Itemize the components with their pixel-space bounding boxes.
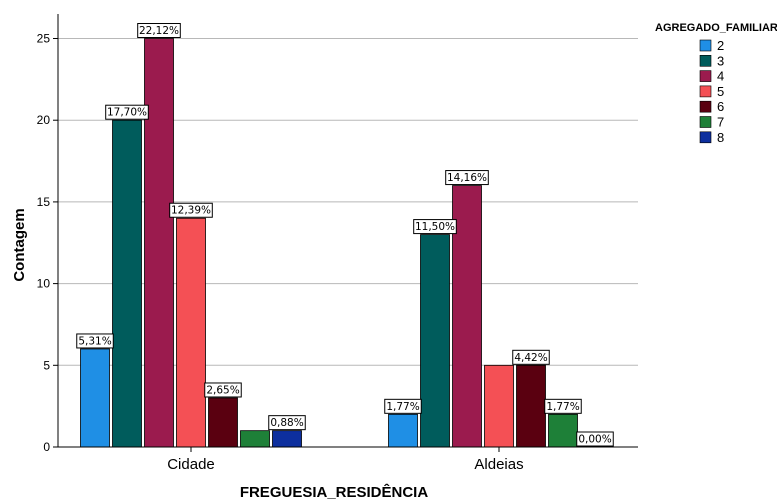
legend-swatch-6 (699, 100, 712, 113)
data-label: 22,12% (139, 25, 179, 37)
data-label-box (576, 431, 614, 447)
data-label-box (137, 23, 181, 39)
x-axis-categories: Cidade Aldeias (167, 447, 524, 473)
data-label: 14,16% (447, 172, 487, 184)
data-label: 1,77% (546, 401, 579, 413)
data-label-box (384, 398, 422, 414)
x-category-label: Cidade (167, 456, 215, 473)
bar-cidade-3 (112, 119, 142, 448)
data-label: 0,00% (578, 434, 611, 446)
bar-cidade-4 (144, 38, 174, 448)
data-label: 0,88% (270, 417, 303, 429)
legend-label-4: 4 (717, 69, 724, 84)
y-axis-title: Contagem (11, 208, 28, 281)
x-axis-title: FREGUESIA_RESIDÊNCIA (240, 483, 429, 501)
legend-label-8: 8 (717, 130, 724, 145)
legend-swatch-8 (699, 131, 712, 144)
bar-aldeias-3 (420, 234, 450, 448)
legend-swatch-4 (699, 70, 712, 82)
legend-swatch-3 (699, 54, 712, 67)
data-label-box (268, 415, 306, 431)
y-tick-label: 25 (37, 32, 51, 46)
data-label: 11,50% (415, 221, 455, 233)
legend-swatch-5 (699, 85, 712, 98)
data-label-box (169, 202, 213, 218)
data-labels: 5,31% 17,70% 22,12% 12,39% 2,65% 0,88% 1,77% 11… (76, 23, 614, 447)
bar-cidade-7 (240, 430, 270, 448)
legend-label-2: 2 (717, 38, 724, 53)
data-label: 2,65% (206, 384, 239, 396)
bar-cidade-5 (176, 217, 206, 448)
data-label: 17,70% (107, 107, 147, 119)
data-label-box (204, 382, 242, 398)
data-label: 4,42% (514, 352, 547, 364)
y-tick-label: 15 (37, 195, 51, 209)
data-label-box (76, 333, 114, 349)
legend-label-5: 5 (717, 84, 724, 99)
data-label: 1,77% (386, 401, 419, 413)
data-label-box (512, 349, 550, 365)
legend-swatch-2 (699, 39, 712, 52)
x-category-label: Aldeias (474, 456, 523, 473)
bar-cidade-6 (208, 397, 238, 448)
data-label: 12,39% (171, 205, 211, 217)
legend-swatch-7 (699, 116, 712, 128)
legend-label-3: 3 (717, 53, 724, 68)
bar-aldeias-2 (388, 413, 418, 448)
bars (80, 38, 578, 448)
bar-cidade-2 (80, 348, 110, 448)
y-axis-ticks: 0 5 10 15 20 25 (37, 32, 58, 454)
data-label-box (544, 398, 582, 414)
data-label-box (413, 219, 457, 235)
data-label-box (445, 170, 489, 186)
bar-aldeias-5 (484, 364, 514, 448)
data-label: 5,31% (78, 335, 111, 347)
bar-aldeias-4 (452, 185, 482, 448)
y-tick-label: 10 (37, 277, 51, 291)
data-label-box (105, 104, 149, 120)
bar-cidade-8 (272, 430, 302, 448)
y-tick-label: 5 (43, 358, 50, 372)
bar-aldeias-7 (548, 413, 578, 448)
legend-title: AGREGADO_FAMILIAR (655, 22, 777, 34)
legend-label-6: 6 (717, 99, 724, 114)
y-tick-label: 0 (43, 440, 50, 454)
legend-label-7: 7 (717, 115, 724, 130)
y-tick-label: 20 (37, 113, 51, 127)
bar-aldeias-6 (516, 364, 546, 448)
